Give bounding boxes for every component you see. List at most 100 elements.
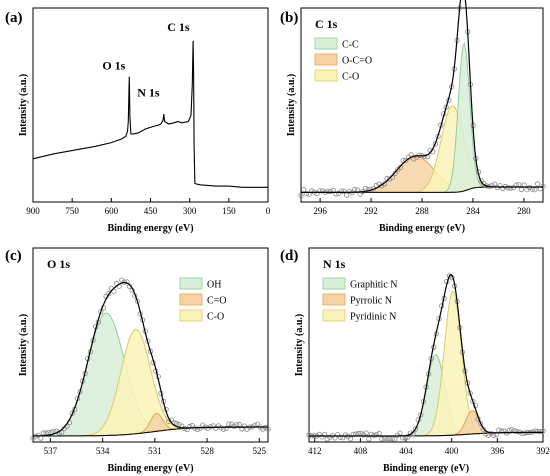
legend-label: OH bbox=[207, 280, 221, 291]
data-point bbox=[205, 425, 211, 431]
legend-swatch bbox=[322, 309, 346, 322]
data-point bbox=[344, 192, 350, 198]
data-point bbox=[532, 187, 538, 193]
legend: OH C=O C-O bbox=[179, 277, 227, 323]
data-point bbox=[470, 398, 476, 404]
data-point bbox=[298, 192, 304, 199]
data-point bbox=[497, 183, 503, 189]
legend-swatch bbox=[322, 293, 346, 306]
data-point bbox=[514, 428, 520, 435]
data-point bbox=[341, 188, 347, 194]
x-tick-label: 400 bbox=[445, 446, 459, 456]
data-point bbox=[325, 188, 331, 194]
legend-label: Graphitic N bbox=[350, 280, 398, 291]
data-point bbox=[510, 185, 517, 191]
data-point bbox=[505, 185, 511, 191]
x-tick-label: 280 bbox=[517, 206, 531, 216]
fit-envelope-line bbox=[301, 0, 543, 193]
data-point bbox=[223, 425, 229, 431]
x-tick-label: 531 bbox=[148, 446, 162, 456]
data-point bbox=[236, 421, 242, 427]
data-point bbox=[537, 428, 544, 435]
x-axis-title: Binding energy (eV) bbox=[107, 463, 193, 474]
data-point bbox=[392, 436, 398, 442]
legend-label: C-O bbox=[207, 312, 224, 323]
x-tick-label: 750 bbox=[65, 206, 79, 216]
data-point bbox=[519, 430, 525, 436]
data-point bbox=[516, 182, 522, 188]
x-axis-title: Binding energy (eV) bbox=[379, 223, 465, 234]
y-axis-title: Intensity (a.u.) bbox=[18, 314, 29, 377]
data-point bbox=[534, 181, 541, 187]
data-point bbox=[337, 434, 343, 440]
x-tick-label: 392 bbox=[536, 446, 550, 456]
panel-label: (a) bbox=[5, 10, 23, 26]
panel-label: (d) bbox=[280, 248, 298, 264]
x-tick-label: 450 bbox=[144, 206, 158, 216]
data-point bbox=[38, 435, 44, 441]
legend-swatch bbox=[314, 37, 338, 50]
spectrum-title: O 1s bbox=[47, 257, 70, 271]
data-point bbox=[373, 431, 380, 438]
component-graphitic-n-area bbox=[309, 354, 543, 437]
data-point bbox=[346, 188, 352, 194]
x-tick-label: 0 bbox=[266, 206, 271, 216]
plot-frame bbox=[32, 247, 269, 443]
fit-envelope-line bbox=[32, 281, 268, 437]
x-tick-label: 534 bbox=[96, 446, 110, 456]
y-axis-title: Intensity (a.u.) bbox=[294, 314, 305, 377]
x-tick-label: 900 bbox=[26, 206, 40, 216]
data-point bbox=[324, 436, 330, 442]
data-point bbox=[362, 186, 369, 192]
data-point bbox=[508, 185, 514, 191]
x-tick-label: 288 bbox=[415, 206, 429, 216]
survey-spectrum-line bbox=[32, 40, 268, 188]
legend-swatch bbox=[314, 53, 338, 66]
x-axis-title: Binding energy (eV) bbox=[383, 463, 469, 474]
legend: Graphitic N Pyrrolic N Pyridinic N bbox=[322, 277, 398, 323]
x-tick-label: 396 bbox=[491, 446, 505, 456]
data-point bbox=[392, 170, 398, 177]
panel-d: 412 408 404 400 396 392 Binding energy (eV) Int… bbox=[280, 247, 550, 474]
data-point bbox=[338, 188, 344, 194]
plot-frame bbox=[308, 247, 544, 443]
legend-label: Pyridinic N bbox=[350, 312, 396, 323]
legend: C-C O-C=O C-O bbox=[314, 37, 372, 83]
data-point bbox=[342, 432, 348, 438]
data-point bbox=[366, 436, 372, 442]
data-point bbox=[412, 426, 419, 432]
data-point bbox=[241, 423, 248, 429]
fit-envelope-line bbox=[309, 273, 543, 437]
data-point bbox=[98, 308, 104, 315]
data-point bbox=[121, 279, 128, 285]
data-point bbox=[540, 183, 546, 189]
panel-label: (b) bbox=[280, 10, 298, 26]
x-tick-label: 528 bbox=[200, 446, 214, 456]
spectrum-title: C 1s bbox=[315, 17, 338, 31]
legend-label: C-O bbox=[342, 72, 359, 83]
data-point bbox=[483, 431, 489, 437]
x-tick-label: 292 bbox=[364, 206, 378, 216]
data-point bbox=[69, 410, 75, 416]
panel-a: 900 750 600 450 300 150 0 Binding energy (eV) In… bbox=[5, 7, 271, 234]
data-point bbox=[477, 420, 484, 427]
legend-label: C-C bbox=[342, 40, 359, 51]
data-point bbox=[403, 157, 409, 163]
peak-annotation: C 1s bbox=[167, 20, 190, 34]
data-point bbox=[334, 431, 341, 438]
data-point bbox=[59, 429, 65, 436]
legend-swatch bbox=[179, 293, 203, 306]
x-tick-label: 300 bbox=[183, 206, 197, 216]
x-tick-label: 525 bbox=[253, 446, 267, 456]
data-point bbox=[226, 421, 232, 427]
data-point bbox=[301, 187, 307, 193]
data-point bbox=[518, 186, 525, 193]
y-axis-title: Intensity (a.u.) bbox=[286, 74, 297, 137]
data-point bbox=[184, 426, 190, 433]
legend-label: C=O bbox=[207, 296, 227, 307]
data-point bbox=[189, 422, 195, 429]
panel-label: (c) bbox=[5, 248, 22, 264]
legend-swatch bbox=[179, 309, 203, 322]
panel-b: 296 292 288 284 280 Binding energy (eV) Intens… bbox=[280, 0, 546, 234]
